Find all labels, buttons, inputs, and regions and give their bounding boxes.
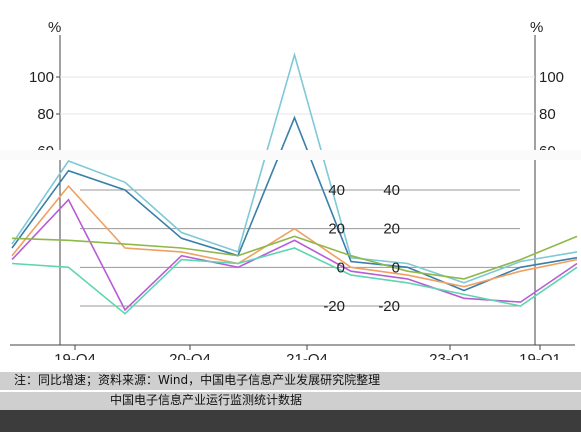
line-chart: %%100100808060604040202000-20-2019-Q420-…	[10, 19, 578, 360]
x-tick-label: 19-Q1	[519, 351, 561, 360]
series-line-4	[11, 198, 578, 312]
y-tick-label-right: 80	[539, 106, 556, 123]
series-line-2	[11, 115, 578, 292]
y-tick-label-left: 100	[29, 69, 54, 86]
y-tick-label-left: 80	[37, 106, 54, 123]
y-tick-label-inner-right: 40	[383, 182, 400, 199]
y-unit-right: %	[530, 19, 543, 36]
series-lines	[11, 51, 578, 315]
x-tick-label: 23-Q1	[429, 351, 471, 360]
x-tick-label: 21-Q4	[286, 351, 328, 360]
x-tick-label: 19-Q4	[54, 351, 96, 360]
y-tick-label-inner-left: 20	[328, 221, 345, 238]
series-line-5	[11, 235, 578, 280]
render-artifact-band	[0, 150, 581, 160]
y-tick-label-inner-left: 0	[337, 259, 345, 276]
tick-labels: %%100100808060604040202000-20-2019-Q420-…	[29, 19, 564, 360]
y-tick-label-inner-left: -20	[323, 298, 345, 315]
y-tick-label-right: 100	[539, 69, 564, 86]
series-line-6	[11, 247, 578, 315]
chart-area: %%100100808060604040202000-20-2019-Q420-…	[0, 19, 581, 360]
footer-bar	[0, 410, 581, 432]
y-tick-label-inner-left: 40	[328, 182, 345, 199]
y-tick-label-inner-right: 0	[392, 259, 400, 276]
y-unit-left: %	[48, 19, 61, 36]
y-tick-label-inner-right: 20	[383, 221, 400, 238]
series-line-1	[11, 51, 578, 284]
series-line-3	[11, 184, 578, 288]
grid-lines	[10, 35, 575, 350]
chart-source: 中国电子信息产业运行监测统计数据	[0, 392, 581, 410]
chart-note: 注：同比增速；资料来源：Wind，中国电子信息产业发展研究院整理	[0, 372, 581, 390]
y-tick-label-inner-right: -20	[378, 298, 400, 315]
x-tick-label: 20-Q4	[169, 351, 211, 360]
